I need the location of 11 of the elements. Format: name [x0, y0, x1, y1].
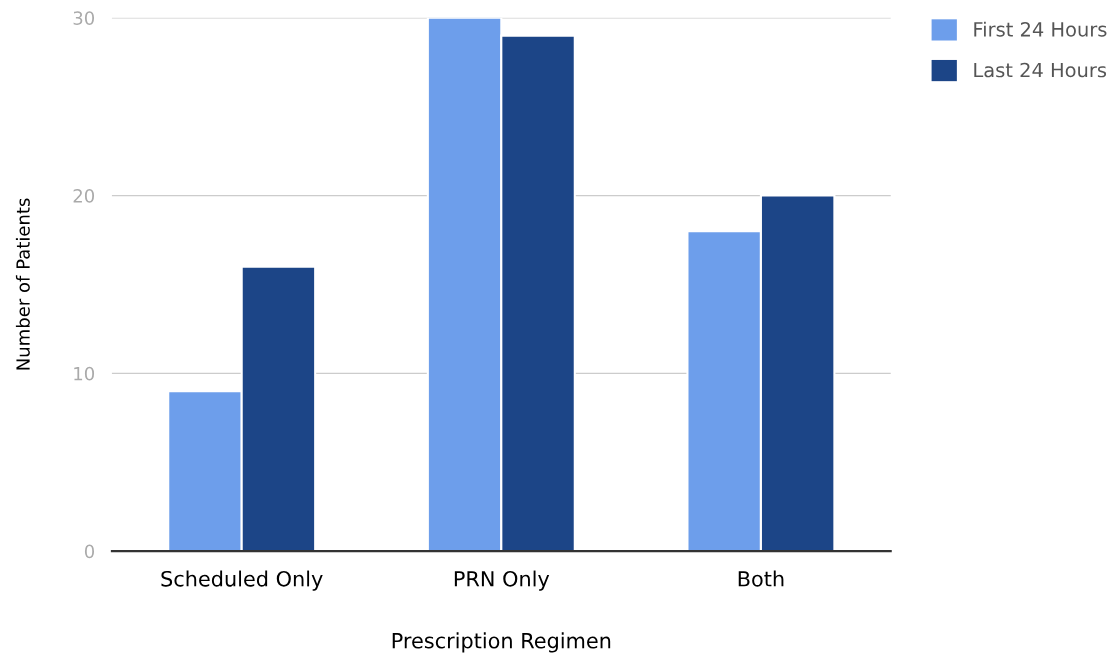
y-axis-title: Number of Patients — [15, 198, 30, 370]
legend-label: Last 24 Hours — [974, 62, 1107, 78]
y-tick-label: 0 — [84, 544, 95, 559]
x-tick-label: PRN Only — [454, 570, 550, 591]
legend-label: First 24 Hours — [974, 21, 1107, 37]
y-tick-label: 10 — [74, 366, 95, 381]
x-tick-label: Scheduled Only — [161, 570, 323, 591]
x-axis-title: Prescription Regimen — [392, 632, 611, 653]
y-tick-label: 30 — [73, 11, 95, 25]
x-tick-label: Both — [738, 570, 784, 587]
y-tick-label: 20 — [73, 189, 95, 203]
